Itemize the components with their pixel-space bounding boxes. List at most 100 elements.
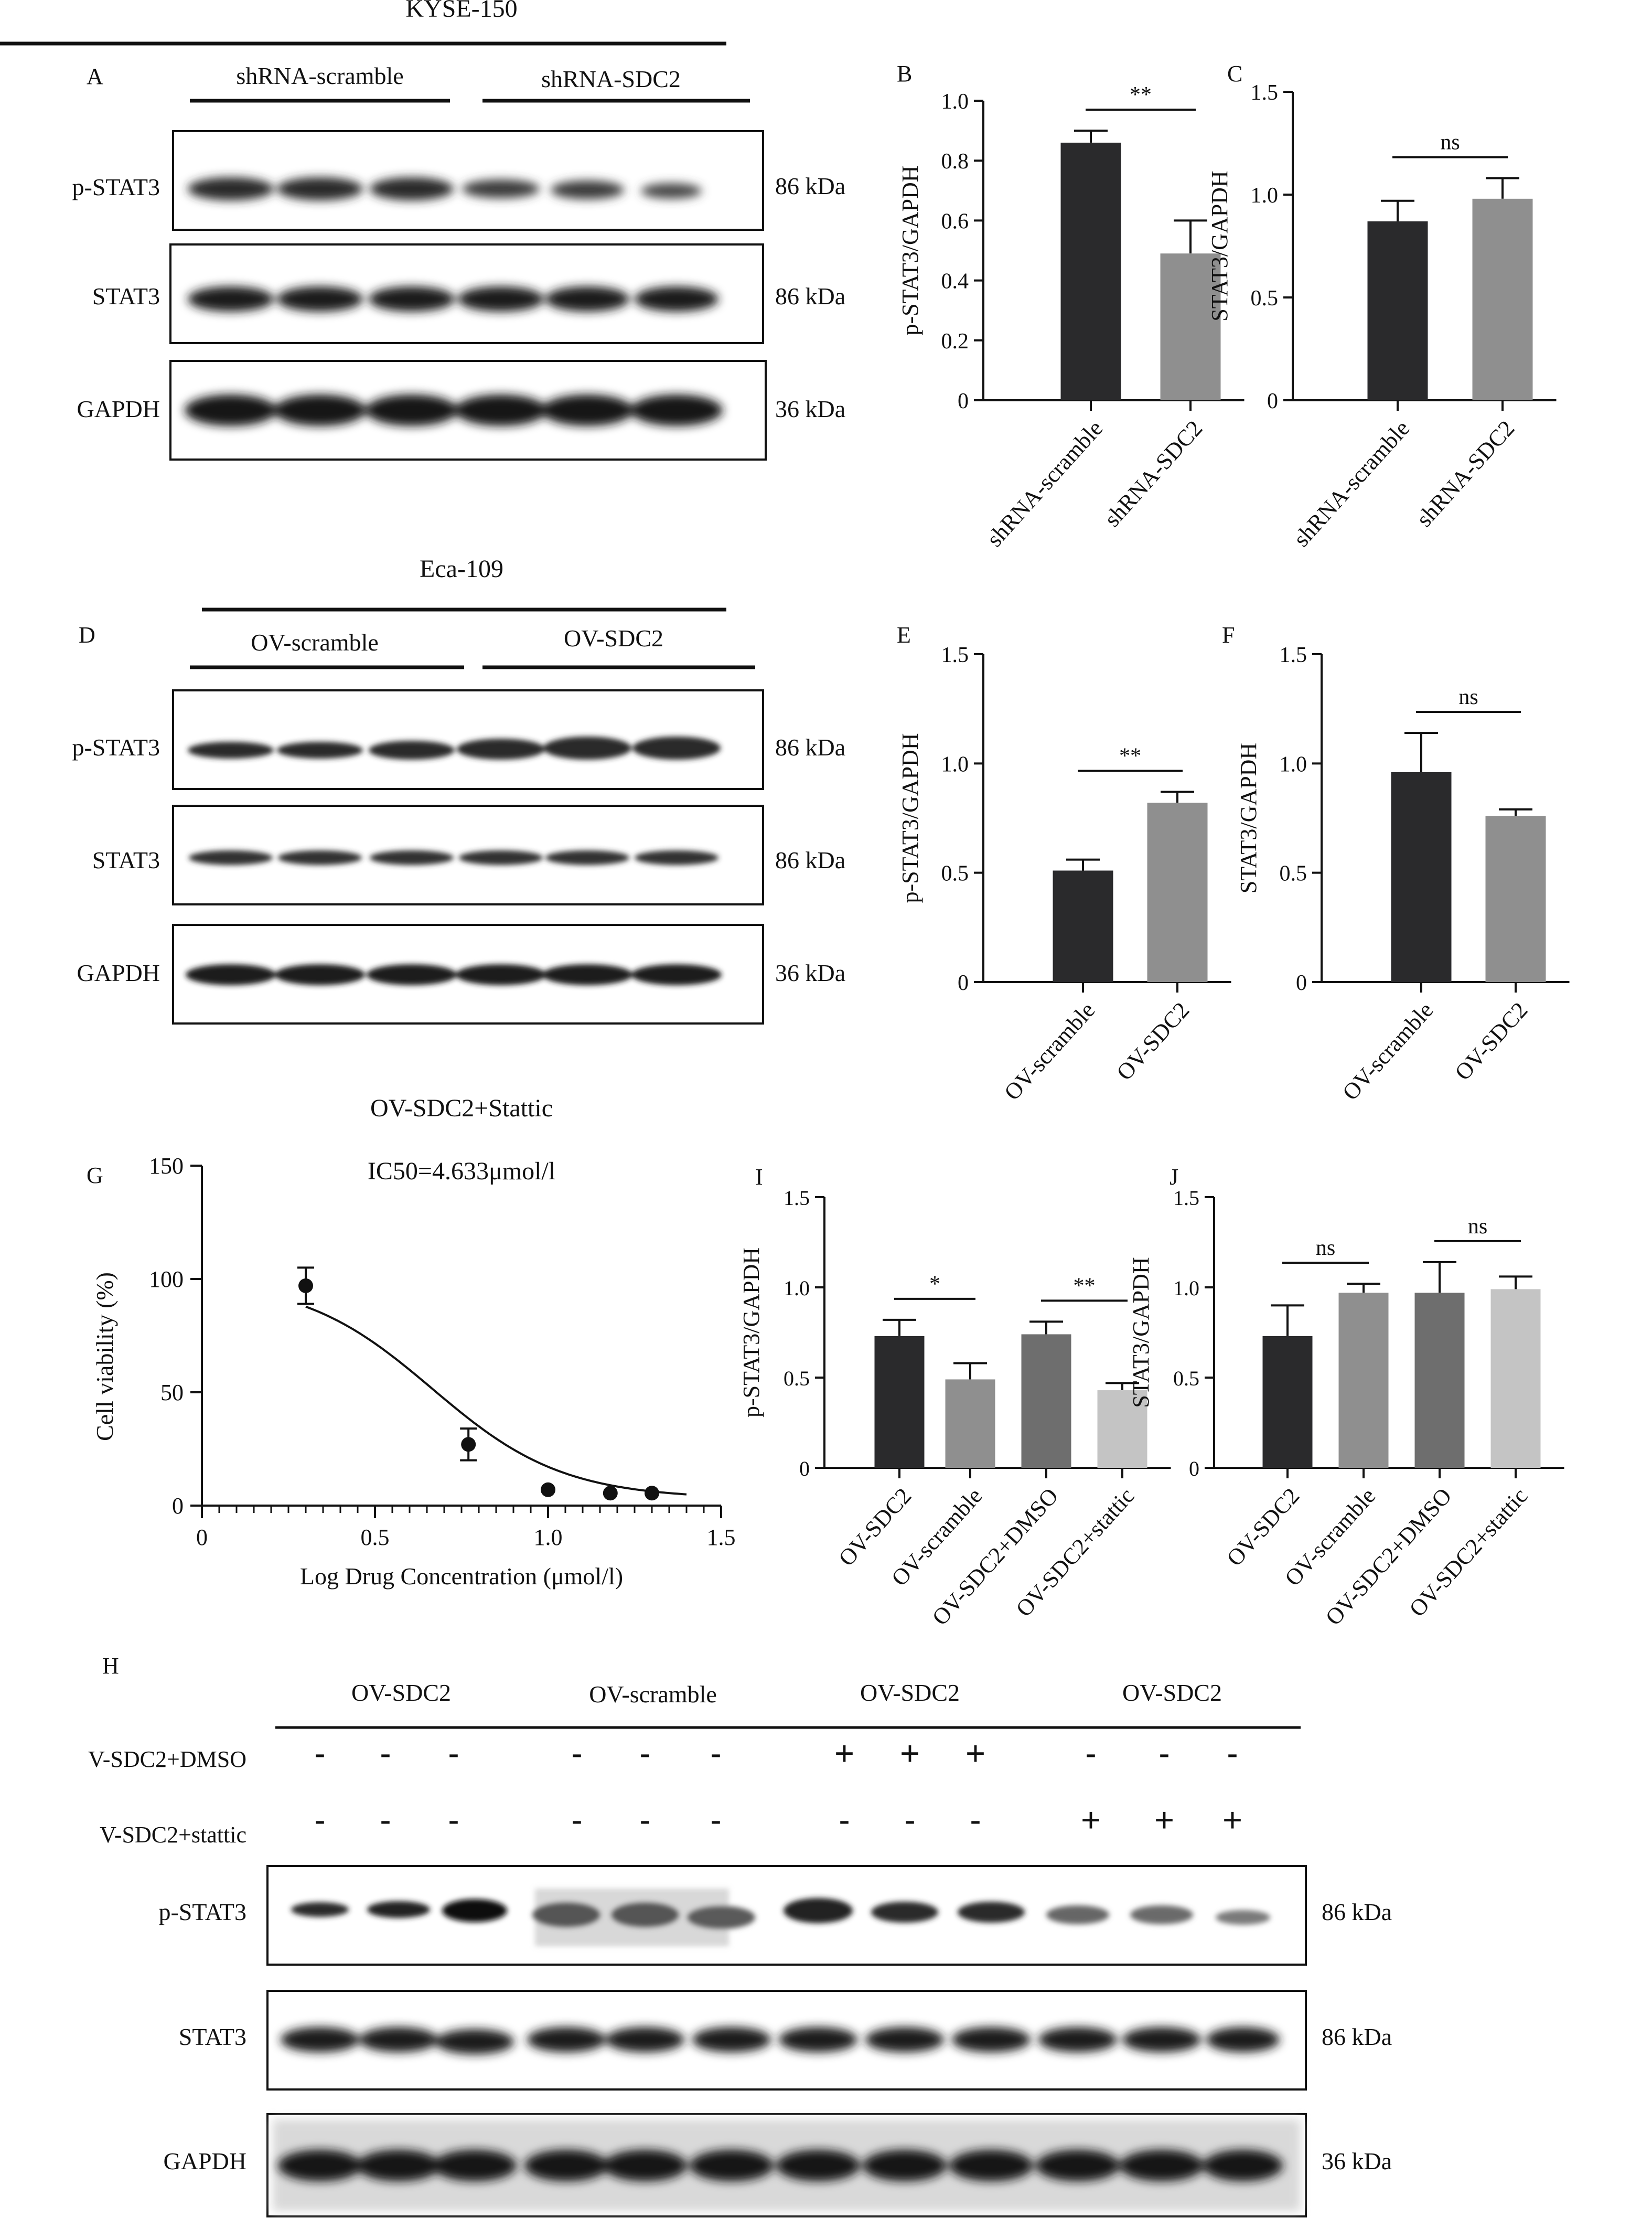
significance-label: ns	[1440, 131, 1460, 155]
bar	[874, 1336, 925, 1468]
minus-sign: -	[315, 1735, 325, 1770]
blot-label: GAPDH	[77, 396, 160, 422]
blot-label: p-STAT3	[158, 1899, 246, 1925]
x-tick-label: shRNA-scramble	[982, 415, 1108, 552]
group-label: OV-SDC2	[351, 1679, 451, 1706]
kda-label: 36 kDa	[1322, 2148, 1392, 2174]
x-tick-label: OV-SDC2+DMSO	[1321, 1483, 1457, 1630]
minus-sign: -	[315, 1802, 325, 1837]
fit-curve	[305, 1305, 687, 1496]
group-label: OV-SDC2	[1122, 1679, 1222, 1706]
kda-label: 86 kDa	[775, 734, 845, 761]
panel-d: D Eca-109 OV-scramble OV-SDC2 p-STAT3 86…	[72, 555, 845, 1025]
treatment-label: V-SDC2+DMSO	[88, 1746, 246, 1772]
bar	[1414, 1293, 1465, 1468]
blot-label: p-STAT3	[72, 734, 160, 761]
y-tick-label: 1.0	[941, 90, 969, 114]
bar	[1021, 1334, 1071, 1468]
x-tick-label: shRNA-scramble	[1289, 415, 1415, 552]
x-tick-label: OV-SDC2	[1221, 1483, 1304, 1571]
y-tick-label: 0.5	[941, 862, 969, 886]
significance-label: ns	[1316, 1236, 1335, 1260]
minus-sign: -	[905, 1802, 915, 1837]
y-axis-label: STAT3/GAPDH	[1128, 1257, 1154, 1407]
y-tick-label: 50	[160, 1380, 184, 1405]
y-axis-label: STAT3/GAPDH	[1236, 743, 1261, 893]
kda-label: 86 kDa	[1322, 2023, 1392, 2050]
minus-sign: -	[380, 1735, 391, 1770]
minus-sign: -	[970, 1802, 981, 1837]
plus-sign: +	[1222, 1800, 1243, 1840]
minus-sign: -	[640, 1802, 650, 1837]
y-tick-label: 0	[1267, 389, 1278, 413]
y-tick-label: 0.2	[941, 329, 969, 354]
minus-sign: -	[640, 1735, 650, 1770]
cell-line-title: KYSE-150	[405, 0, 517, 23]
x-tick-label: OV-scramble	[1337, 997, 1438, 1105]
y-axis-label: p-STAT3/GAPDH	[738, 1247, 764, 1417]
x-axis-label: Log Drug Concentration (μmol/l)	[300, 1563, 623, 1590]
minus-sign: -	[448, 1802, 459, 1837]
treatment-row-dmso: - - - - - - + + + - - -	[315, 1733, 1238, 1773]
blot-label: GAPDH	[164, 2148, 246, 2174]
data-point	[298, 1278, 313, 1293]
minus-sign: -	[448, 1735, 459, 1770]
minus-sign: -	[572, 1735, 582, 1770]
minus-sign: -	[572, 1802, 582, 1837]
y-tick-label: 150	[149, 1153, 184, 1179]
y-tick-label: 0	[958, 971, 969, 995]
x-tick-label: shRNA-SDC2	[1099, 415, 1208, 532]
panel-letter: C	[1227, 61, 1242, 87]
chart-panel-i: I00.51.01.5p-STAT3/GAPDHOV-SDC2OV-scramb…	[738, 1164, 1171, 1630]
chart-panel-g: G OV-SDC2+Stattic IC50=4.633μmol/l 0 50 100 15…	[87, 1094, 736, 1590]
x-tick-label: OV-SDC2	[1111, 997, 1194, 1085]
x-tick-label: 0	[196, 1524, 208, 1550]
plus-sign: +	[900, 1733, 920, 1773]
panel-letter: J	[1170, 1164, 1178, 1190]
western-blot-p-stat3	[172, 689, 764, 790]
bar	[1097, 1390, 1147, 1468]
x-tick-label: OV-SDC2	[1450, 997, 1532, 1085]
group-label: shRNA-SDC2	[541, 66, 681, 92]
bar	[1391, 772, 1452, 982]
data-point	[603, 1486, 618, 1501]
chart-panel-e: E 0 0.5 1.0 1.5 p-STAT3/GAPDH OV-scramble OV-SD…	[897, 622, 1231, 1105]
group-label: OV-scramble	[251, 629, 379, 656]
significance-label: **	[1074, 1274, 1096, 1298]
minus-sign: -	[1086, 1735, 1096, 1770]
plus-sign: +	[834, 1733, 855, 1773]
minus-sign: -	[839, 1802, 850, 1837]
panel-letter: H	[102, 1653, 119, 1679]
y-tick-label: 1.0	[941, 752, 969, 776]
group-label: OV-SDC2	[564, 625, 663, 652]
y-tick-label: 1.0	[1173, 1276, 1199, 1300]
panel-letter: B	[897, 61, 912, 87]
kda-label: 36 kDa	[775, 959, 845, 986]
y-axis-label: STAT3/GAPDH	[1207, 170, 1232, 321]
y-tick-label: 0.4	[941, 270, 969, 294]
significance-label: ns	[1458, 685, 1478, 709]
minus-sign: -	[1227, 1735, 1238, 1770]
bar	[1147, 803, 1208, 982]
western-blot-p-stat3	[172, 130, 764, 231]
bar	[1490, 1289, 1541, 1468]
data-point	[461, 1437, 476, 1452]
treatment-label: V-SDC2+stattic	[100, 1822, 246, 1848]
y-tick-label: 0.8	[941, 150, 969, 174]
x-tick-label: shRNA-SDC2	[1411, 415, 1520, 532]
plus-sign: +	[1081, 1800, 1101, 1840]
kda-label: 86 kDa	[1322, 1899, 1392, 1925]
bar	[1160, 253, 1221, 400]
group-label: shRNA-scramble	[236, 62, 403, 89]
blot-label: GAPDH	[77, 959, 160, 986]
chart-title: OV-SDC2+Stattic	[370, 1094, 553, 1122]
chart-panel-c: C 0 0.5 1.0 1.5 STAT3/GAPDH shRNA-scrambleshRN…	[1207, 61, 1557, 552]
panel-letter: F	[1222, 622, 1235, 648]
panel-letter: D	[79, 622, 95, 648]
y-tick-label: 1.5	[1251, 81, 1279, 105]
ic50-annotation: IC50=4.633μmol/l	[368, 1157, 555, 1185]
panel-letter: A	[87, 63, 103, 89]
x-tick-label: 1.5	[707, 1524, 736, 1550]
group-label: OV-SDC2	[860, 1679, 960, 1706]
y-axis-label: p-STAT3/GAPDH	[897, 165, 923, 335]
